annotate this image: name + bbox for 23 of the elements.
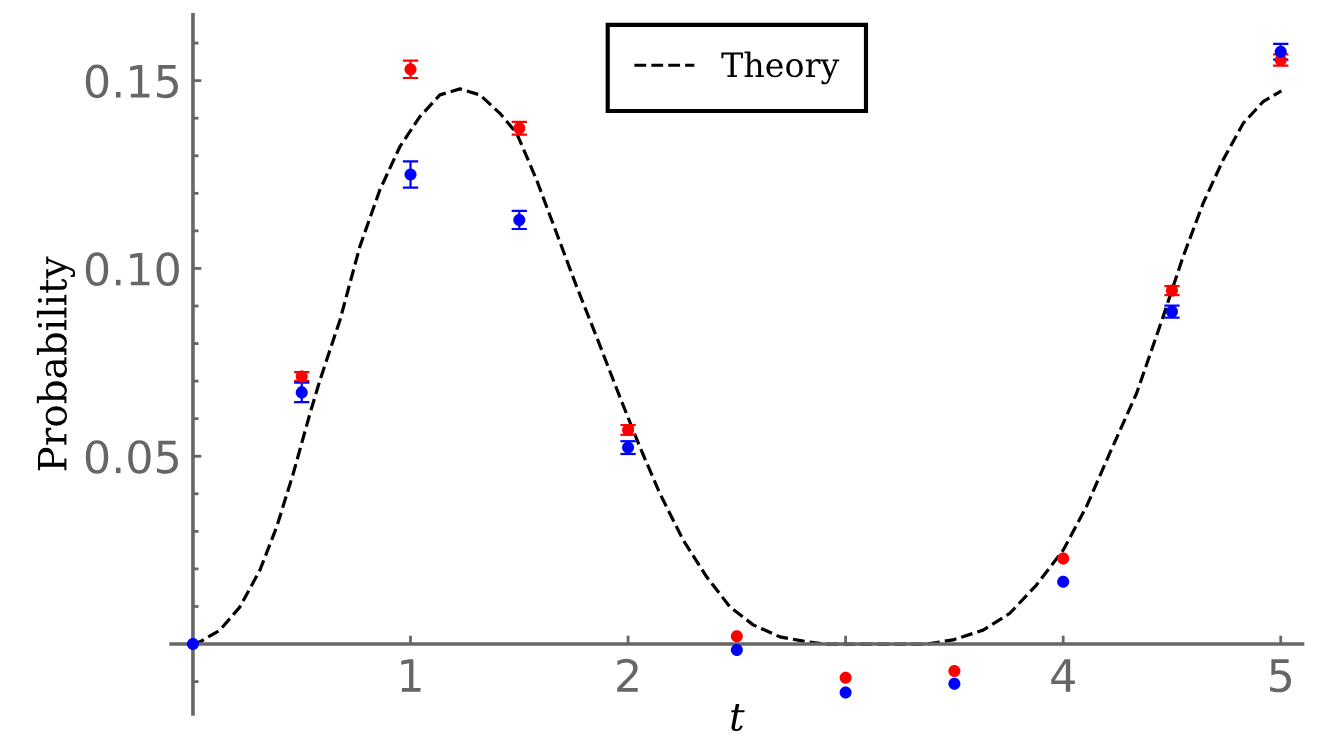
y-tick-label: 0.10: [85, 252, 179, 286]
point: [404, 63, 417, 76]
point: [513, 213, 526, 226]
y-tick-label: 0.15: [85, 64, 178, 99]
point: [295, 386, 308, 399]
point: [948, 665, 961, 678]
point: [730, 644, 743, 657]
point: [948, 677, 961, 690]
x-tick-label: 1: [401, 659, 421, 692]
x-axis-title: t: [731, 704, 745, 732]
point: [730, 630, 743, 643]
point: [404, 168, 417, 181]
point: [1057, 552, 1070, 565]
x-tick-label: 2: [617, 658, 638, 692]
point: [839, 686, 852, 699]
y-tick-label: 0.05: [85, 440, 178, 474]
x-tick-label: 5: [1270, 659, 1291, 693]
x-tick-label: 4: [1051, 659, 1075, 692]
point: [186, 638, 199, 651]
legend-label: Theory: [721, 51, 840, 85]
y-axis-title: Probability: [36, 256, 76, 471]
point: [839, 671, 852, 684]
point: [1057, 575, 1070, 588]
